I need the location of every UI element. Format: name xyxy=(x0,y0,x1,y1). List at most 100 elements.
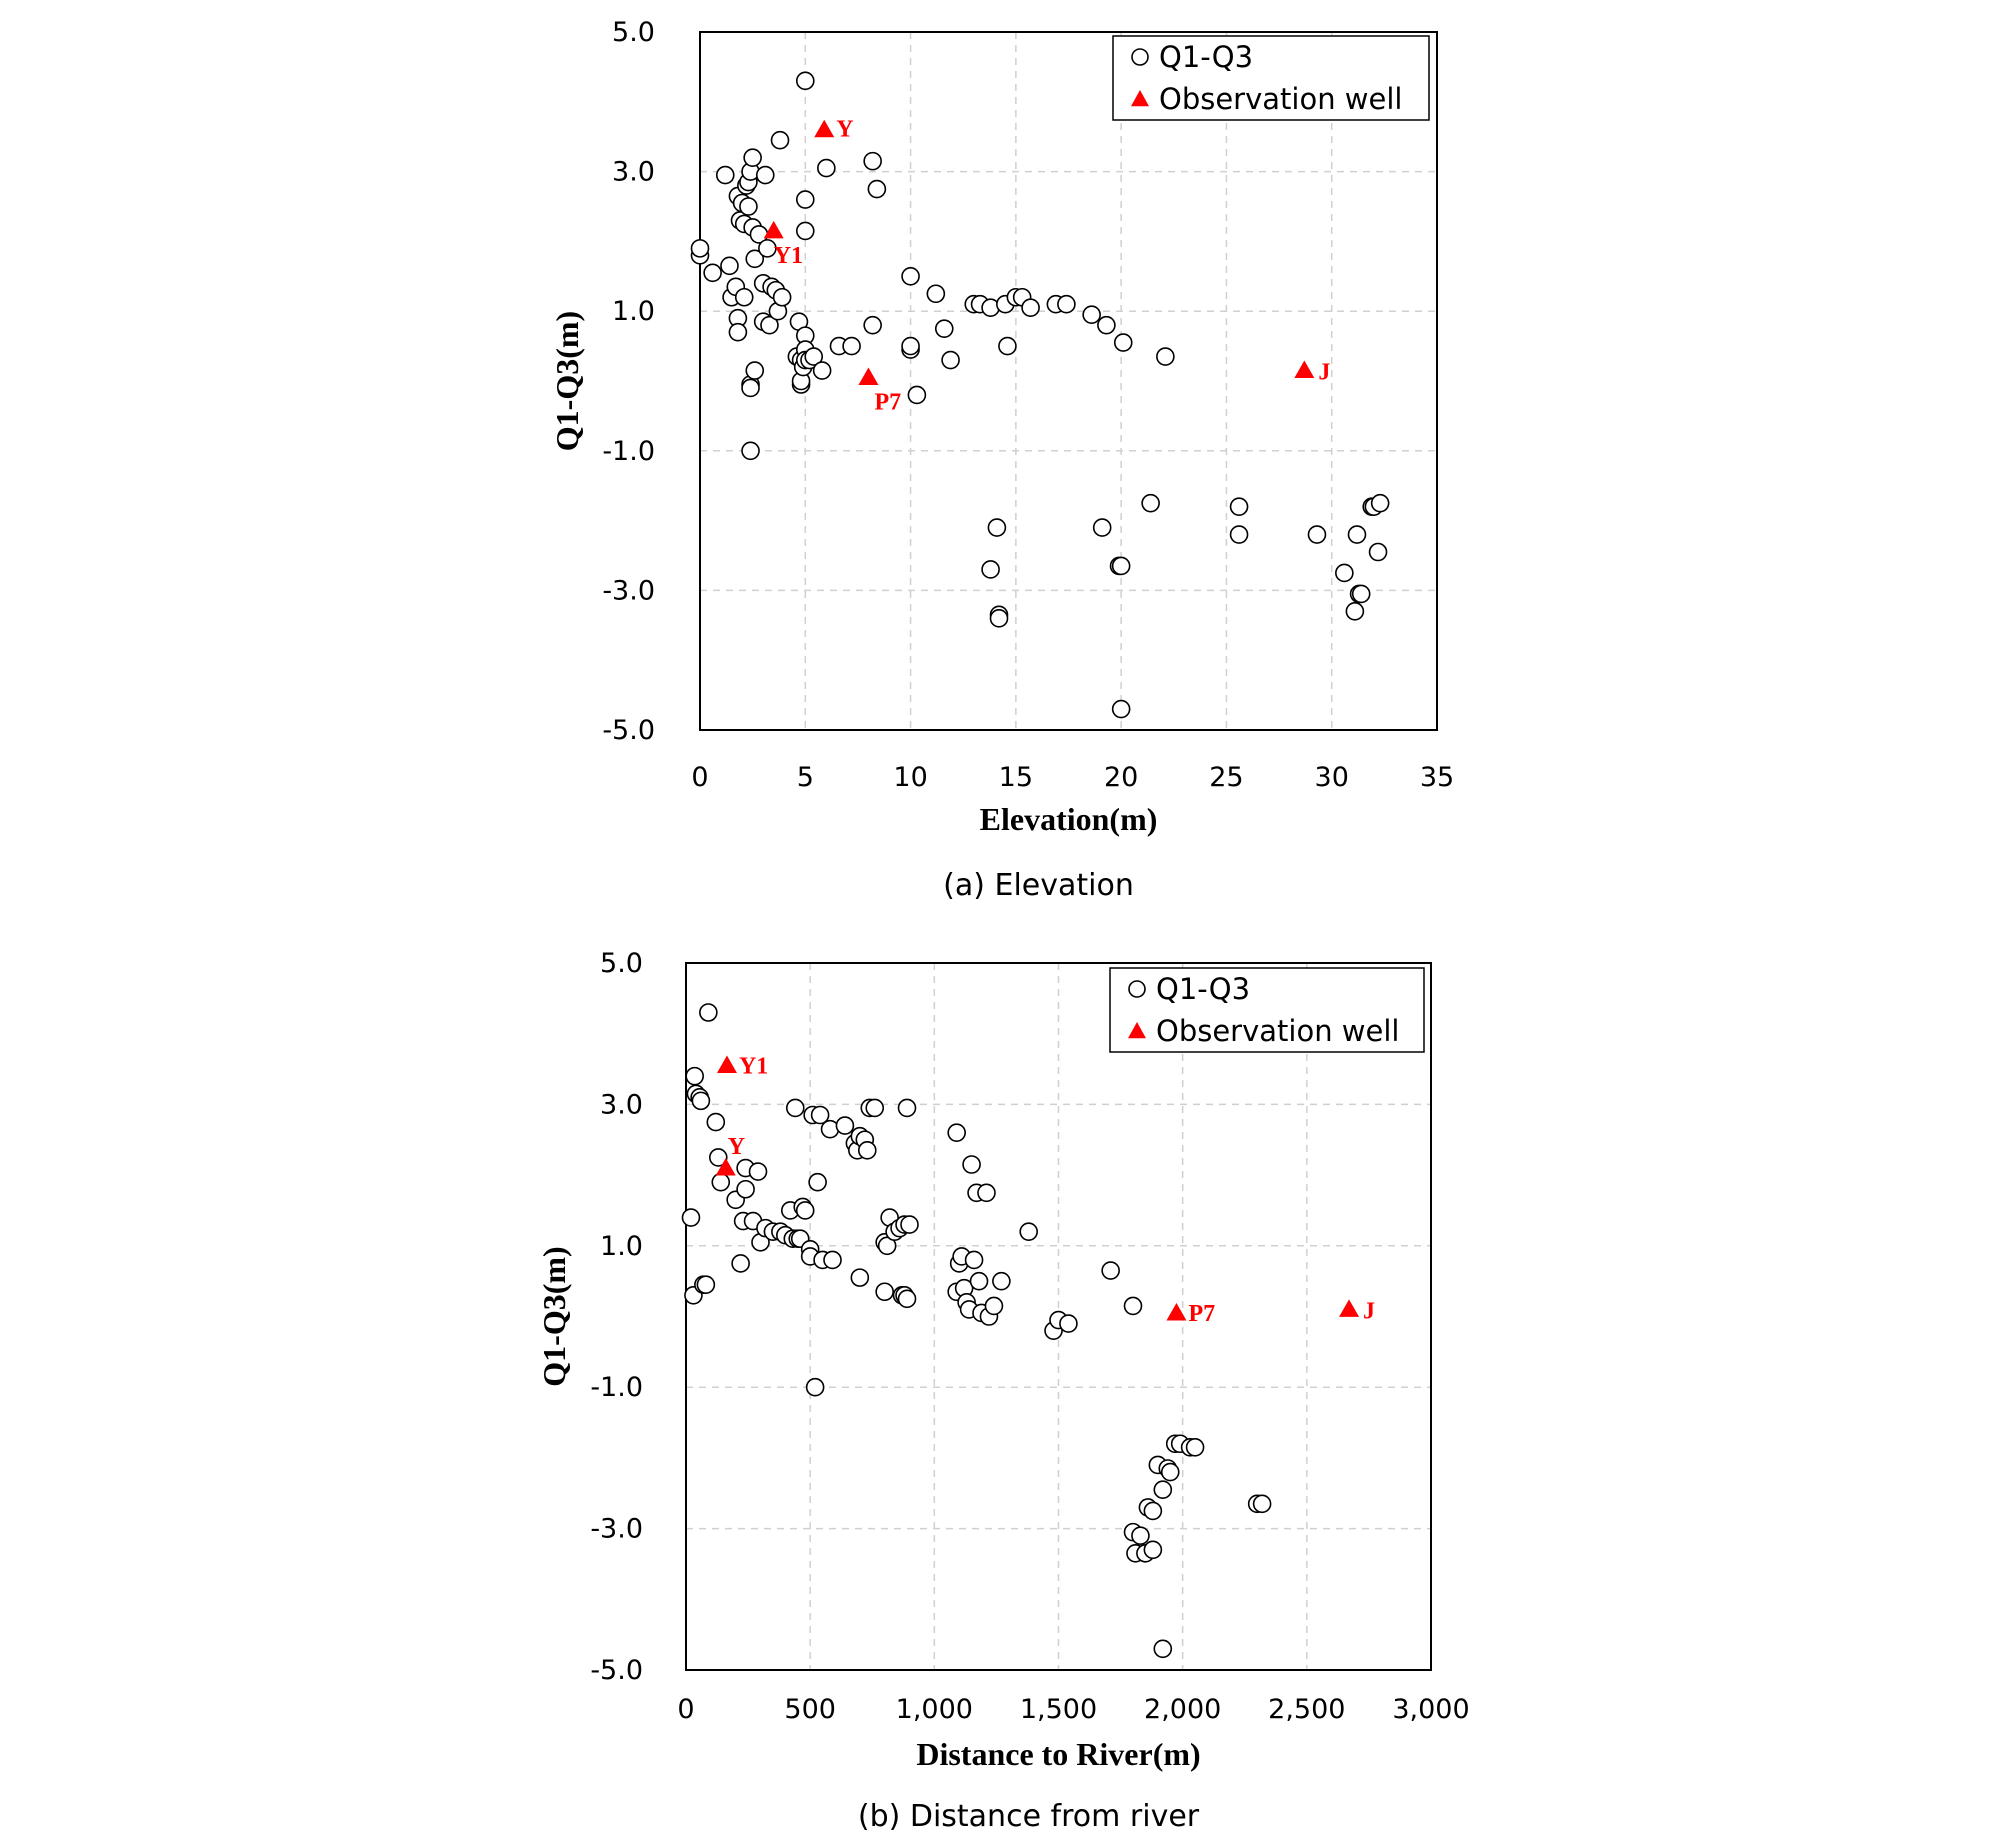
data-point xyxy=(1153,1639,1173,1659)
data-point xyxy=(1111,556,1131,576)
data-point xyxy=(1111,699,1131,719)
y-axis-title: Q1-Q3(m) xyxy=(549,311,585,451)
data-point xyxy=(736,1179,755,1199)
data-point xyxy=(865,1098,885,1118)
legend-label-wells: Observation well xyxy=(1159,82,1402,116)
data-point xyxy=(901,336,920,356)
observation-well-marker xyxy=(858,367,879,386)
y-tick-label: 3.0 xyxy=(600,1089,643,1120)
legend-box xyxy=(1109,967,1425,1053)
data-point xyxy=(706,1112,726,1132)
data-point xyxy=(981,560,1000,579)
data-point xyxy=(795,71,815,91)
data-point xyxy=(817,158,836,178)
data-point xyxy=(934,319,954,338)
observation-well-marker xyxy=(715,1158,736,1176)
x-tick-label: 10 xyxy=(893,762,927,793)
data-point xyxy=(877,1236,897,1256)
chart-caption: (b) Distance from river xyxy=(858,1799,1200,1834)
chart-panel-elevation: 0 5 10 15 20 25 30 35 5.0 3.0 1.0 -1.0 -3.0 -5.0 Eleva… xyxy=(549,17,1454,903)
data-point xyxy=(805,1377,825,1397)
data-point xyxy=(941,350,960,370)
data-point xyxy=(696,1275,716,1294)
y-tick-label: 1.0 xyxy=(612,296,655,327)
data-point xyxy=(907,385,927,405)
data-point xyxy=(1021,298,1040,318)
y-tick-label: -3.0 xyxy=(602,575,655,606)
data-point xyxy=(989,609,1009,628)
data-point xyxy=(1368,542,1388,562)
x-tick-label: 0 xyxy=(691,762,708,793)
y-tick-label: -1.0 xyxy=(602,436,655,467)
data-point xyxy=(977,1183,996,1203)
observation-well-label: Y1 xyxy=(774,243,803,269)
data-point xyxy=(964,1250,984,1270)
x-axis-title: Elevation(m) xyxy=(980,801,1158,837)
observation-well-marker xyxy=(814,119,835,138)
data-point xyxy=(1229,497,1249,516)
observation-well-label: P7 xyxy=(1188,1301,1215,1327)
data-point xyxy=(992,1271,1011,1291)
data-point xyxy=(731,1254,750,1273)
data-point xyxy=(804,347,824,366)
x-tick-label: 25 xyxy=(1209,762,1243,793)
data-point xyxy=(745,249,765,269)
x-tick-label: 1,000 xyxy=(896,1694,973,1725)
data-point xyxy=(1252,1494,1272,1514)
data-point xyxy=(785,1098,805,1118)
data-point xyxy=(810,1105,830,1125)
y-tick-label: -5.0 xyxy=(590,1655,643,1686)
x-tick-label: 35 xyxy=(1420,762,1454,793)
data-point xyxy=(1153,1480,1173,1500)
data-point xyxy=(699,1003,718,1022)
legend-label-points: Q1-Q3 xyxy=(1156,972,1250,1006)
x-tick-label: 1,500 xyxy=(1020,1694,1097,1725)
observation-well-label: Y1 xyxy=(739,1054,768,1080)
data-point xyxy=(1092,518,1112,537)
data-point xyxy=(1057,294,1076,314)
data-point xyxy=(795,1201,815,1220)
data-point xyxy=(962,1155,981,1174)
x-tick-label: 15 xyxy=(999,762,1033,793)
data-point xyxy=(734,287,754,307)
data-point xyxy=(900,1215,919,1234)
data-point xyxy=(1185,1437,1205,1457)
y-tick-label: 3.0 xyxy=(612,157,655,188)
x-tick-label: 3,000 xyxy=(1392,1694,1469,1725)
x-tick-label: 20 xyxy=(1104,762,1138,793)
y-tick-label: 1.0 xyxy=(600,1231,643,1262)
data-point xyxy=(795,221,815,241)
data-point xyxy=(926,284,946,304)
observation-well-label: J xyxy=(1318,360,1330,386)
data-point xyxy=(1082,305,1101,324)
data-point xyxy=(987,518,1007,537)
data-point xyxy=(711,1172,731,1192)
x-tick-label: 5 xyxy=(797,762,814,793)
data-point xyxy=(1059,1314,1078,1333)
data-point xyxy=(998,336,1017,356)
y-tick-label: -3.0 xyxy=(590,1514,643,1545)
data-point xyxy=(1097,315,1116,335)
observation-well-label: J xyxy=(1363,1298,1375,1324)
legend-triangle-marker xyxy=(1128,1022,1146,1039)
data-point xyxy=(1131,1526,1150,1545)
data-point xyxy=(1345,602,1365,621)
legend-circle-marker xyxy=(1128,980,1146,998)
data-point xyxy=(739,197,758,216)
data-point xyxy=(743,148,762,167)
data-point xyxy=(741,378,760,398)
observation-well-marker xyxy=(716,1055,737,1074)
legend-label-points: Q1-Q3 xyxy=(1159,40,1253,74)
data-point xyxy=(823,1250,842,1270)
chart-panel-distance: 0 500 1,000 1,500 2,000 2,500 3,000 5.0 3.0 1.0 -1… xyxy=(536,948,1470,1834)
observation-well-marker xyxy=(1339,1299,1360,1317)
observation-well-marker xyxy=(1294,360,1315,379)
x-axis-title: Distance to River(m) xyxy=(916,1736,1200,1772)
data-point xyxy=(720,256,739,276)
data-point xyxy=(1335,563,1354,583)
data-point xyxy=(947,1123,966,1142)
legend-triangle-marker xyxy=(1131,90,1149,107)
x-tick-label: 0 xyxy=(677,1694,694,1725)
data-point xyxy=(857,1141,877,1160)
legend: Q1-Q3 Observation well xyxy=(1112,35,1430,121)
